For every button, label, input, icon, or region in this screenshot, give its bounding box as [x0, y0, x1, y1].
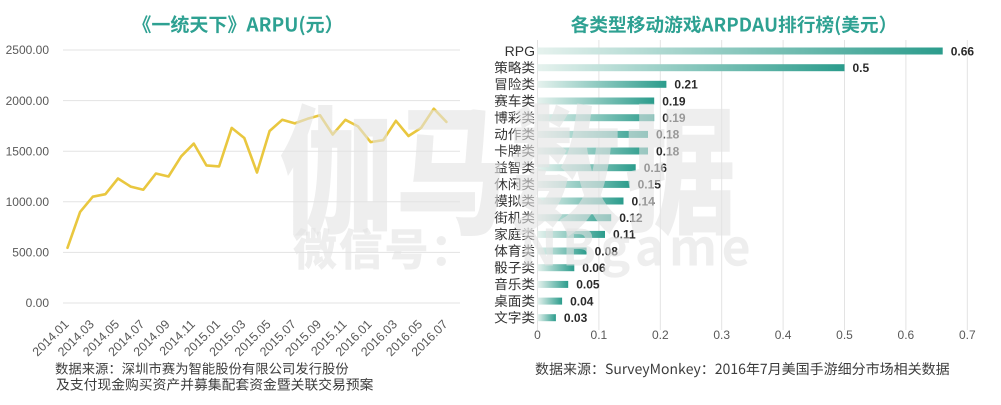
- svg-text:0.5: 0.5: [836, 328, 853, 342]
- svg-text:2000.00: 2000.00: [6, 94, 50, 108]
- svg-text:500.00: 500.00: [12, 246, 49, 260]
- svg-text:0.3: 0.3: [713, 328, 730, 342]
- svg-text:0.05: 0.05: [576, 278, 600, 292]
- svg-text:0.03: 0.03: [564, 311, 588, 325]
- svg-text:0: 0: [534, 328, 541, 342]
- svg-text:RPG: RPG: [505, 43, 535, 59]
- svg-text:0.5: 0.5: [853, 61, 870, 75]
- svg-text:0.06: 0.06: [582, 261, 606, 275]
- svg-text:0.21: 0.21: [674, 78, 698, 92]
- svg-text:1500.00: 1500.00: [6, 144, 50, 158]
- svg-text:0.2: 0.2: [652, 328, 669, 342]
- svg-text:0.1: 0.1: [591, 328, 608, 342]
- svg-text:0.66: 0.66: [951, 44, 975, 58]
- svg-text:0.6: 0.6: [898, 328, 915, 342]
- svg-text:0.19: 0.19: [662, 94, 686, 108]
- svg-text:2500.00: 2500.00: [6, 43, 50, 57]
- svg-text:0.7: 0.7: [959, 328, 976, 342]
- svg-text:0.00: 0.00: [26, 296, 50, 310]
- svg-text:0.04: 0.04: [570, 294, 594, 308]
- svg-text:1000.00: 1000.00: [6, 195, 50, 209]
- svg-text:0.4: 0.4: [775, 328, 792, 342]
